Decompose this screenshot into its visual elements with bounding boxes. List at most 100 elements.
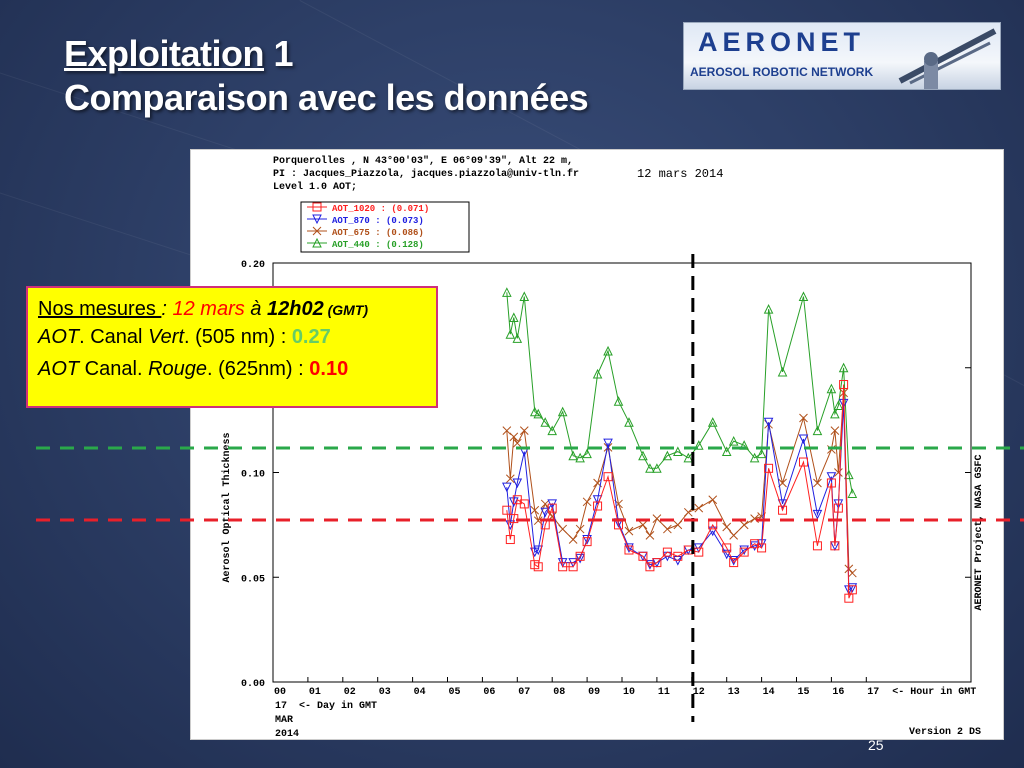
callout-channel-text: . Canal [79, 326, 149, 348]
series-line-aot_675 [506, 392, 853, 574]
data-point-aot_1020 [558, 562, 568, 572]
data-point-aot_1020 [812, 541, 822, 551]
series-line-aot_1020 [506, 384, 853, 599]
data-point-aot_440 [603, 345, 613, 356]
legend-label: AOT_1020 : (0.071) [332, 204, 429, 214]
data-point-aot_440 [575, 452, 585, 463]
x-day-value: 17 [275, 701, 287, 712]
data-point-aot_675 [512, 438, 522, 448]
data-point-aot_440 [756, 448, 767, 459]
data-point-aot_675 [530, 505, 540, 515]
data-point-aot_675 [558, 524, 568, 534]
callout-colon: : [161, 298, 173, 320]
data-point-aot_675 [519, 426, 529, 435]
data-point-aot_440 [638, 450, 648, 461]
callout-red-value: 0.10 [309, 358, 349, 380]
data-point-aot_1020 [505, 535, 515, 545]
callout-wavelength-red: . (625nm) : [207, 358, 310, 380]
data-point-aot_440 [683, 452, 694, 463]
data-point-aot_1020 [662, 547, 672, 557]
data-point-aot_675 [509, 432, 519, 442]
data-point-aot_440 [533, 408, 544, 419]
data-point-aot_1020 [739, 547, 749, 557]
data-point-aot_440 [749, 452, 760, 463]
data-point-aot_1020 [530, 560, 540, 570]
callout-line-2: AOT. Canal Vert. (505 nm) : 0.27 [38, 324, 426, 351]
data-point-aot_1020 [582, 537, 592, 547]
data-point-aot_1020 [519, 499, 529, 509]
data-point-aot_440 [693, 440, 704, 450]
data-point-aot_675 [834, 468, 843, 477]
data-point-aot_440 [763, 303, 774, 314]
data-point-aot_675 [739, 520, 749, 530]
data-point-aot_440 [721, 446, 732, 457]
data-point-aot_440 [582, 448, 592, 459]
data-point-aot_1020 [533, 562, 543, 572]
title-underlined: Exploitation [64, 33, 265, 74]
callout-line-3: AOT Canal. Rouge. (625nm) : 0.10 [38, 356, 426, 383]
data-point-aot_870 [509, 497, 519, 507]
logo-name: AERONET [698, 27, 866, 57]
slide-title: Exploitation 1 Comparaison avec les donn… [64, 32, 589, 120]
data-point-aot_1020 [826, 478, 836, 488]
data-point-aot_1020 [830, 541, 840, 551]
slide-subtitle: Comparaison avec les données [64, 77, 589, 118]
x-tick-label: 12 [693, 687, 705, 698]
data-point-aot_440 [838, 362, 849, 373]
data-point-aot_675 [673, 520, 683, 530]
data-point-aot_1020 [502, 505, 512, 515]
data-point-aot_440 [512, 333, 523, 343]
data-point-aot_1020 [575, 551, 585, 561]
data-point-aot_440 [502, 287, 512, 297]
data-point-aot_1020 [757, 543, 767, 553]
x-month-label: MAR [275, 715, 293, 726]
data-point-aot_440 [557, 406, 568, 417]
data-point-aot_675 [645, 530, 655, 540]
data-point-aot_440 [847, 488, 858, 498]
callout-at: à [244, 298, 267, 320]
callout-line-1: Nos mesures : 12 mars à 12h02 (GMT) [38, 296, 426, 324]
y-tick-label: 0.20 [241, 260, 265, 271]
data-point-aot_1020 [624, 545, 634, 555]
callout-vert-label: Vert [148, 326, 184, 348]
data-point-aot_1020 [729, 558, 739, 568]
callout-aot-label-2: AOT [38, 358, 80, 380]
callout-label: Nos mesures [38, 298, 162, 320]
data-point-aot_440 [673, 446, 683, 457]
data-point-aot_1020 [778, 505, 788, 515]
data-point-aot_870 [512, 478, 523, 489]
data-point-aot_1020 [833, 503, 843, 513]
x-tick-label: 10 [623, 687, 635, 698]
data-point-aot_440 [728, 435, 739, 446]
data-point-aot_1020 [764, 463, 774, 473]
data-point-aot_1020 [568, 562, 578, 572]
callout-wavelength-green: . (505 nm) : [184, 326, 292, 348]
title-number: 1 [264, 33, 294, 74]
data-point-aot_870 [582, 535, 592, 545]
legend-marker [312, 226, 322, 236]
callout-channel-text-2: Canal. [79, 358, 149, 380]
x-tick-label: 13 [728, 687, 740, 698]
y-tick-label: 0.10 [241, 470, 265, 481]
data-point-aot_675 [799, 413, 808, 423]
data-point-aot_1020 [694, 547, 704, 557]
data-point-aot_870 [763, 417, 774, 428]
page-number: 25 [868, 737, 884, 753]
data-point-aot_675 [813, 478, 822, 488]
x-tick-label: 07 [518, 687, 530, 698]
data-point-aot_440 [777, 366, 788, 377]
data-point-aot_870 [540, 507, 551, 518]
data-point-aot_870 [847, 583, 858, 593]
data-point-aot_675 [708, 495, 718, 505]
data-point-aot_870 [812, 509, 823, 520]
x-tick-label: 03 [379, 687, 391, 698]
sun-photometer-icon [898, 28, 997, 89]
data-point-aot_1020 [839, 380, 849, 390]
callout-rouge-label: Rouge [148, 358, 207, 380]
data-point-aot_675 [568, 535, 578, 544]
measurement-callout: Nos mesures : 12 mars à 12h02 (GMT) AOT.… [26, 286, 438, 408]
aot-chart: Porquerolles , N 43°00'03", E 06°09'39",… [221, 155, 985, 740]
data-point-aot_870 [502, 482, 512, 493]
callout-green-value: 0.27 [291, 326, 331, 348]
data-point-aot_870 [721, 549, 732, 560]
